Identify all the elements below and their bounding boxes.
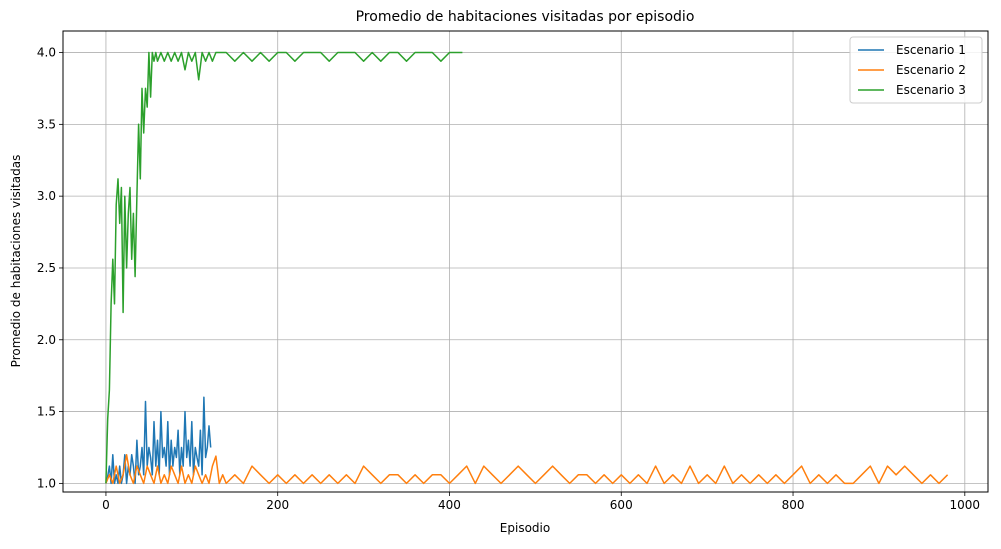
legend-box (849, 36, 983, 104)
x-tick-label: 200 (266, 498, 289, 512)
y-tick-label: 1.5 (37, 405, 56, 419)
legend-label: Escenario 1 (896, 43, 966, 57)
y-tick-label: 1.0 (37, 476, 56, 490)
x-tick-label: 1000 (950, 498, 981, 512)
x-tick-label: 800 (782, 498, 805, 512)
x-axis-title: Episodio (500, 521, 550, 535)
grid-lines (63, 31, 988, 492)
legend: Escenario 1 Escenario 2 Escenario 3 (849, 36, 983, 104)
axis-ticks: 0 200 400 600 800 1000 1.0 1.5 2.0 2.5 3.0 3.5 4.0 (37, 46, 980, 512)
legend-label: Escenario 3 (896, 83, 966, 97)
chart-title: Promedio de habitaciones visitadas por e… (356, 9, 695, 25)
x-tick-label: 400 (438, 498, 461, 512)
y-tick-label: 2.0 (37, 333, 56, 347)
legend-label: Escenario 2 (896, 63, 966, 77)
y-tick-label: 3.5 (37, 117, 56, 131)
x-tick-label: 0 (102, 498, 110, 512)
series-line-3 (105, 51, 463, 484)
y-axis-title: Promedio de habitaciones visitadas (9, 155, 23, 368)
series-lines (105, 51, 949, 485)
x-tick-label: 600 (610, 498, 633, 512)
y-tick-label: 3.0 (37, 189, 56, 203)
series-line-2 (105, 453, 949, 485)
plot-frame (62, 30, 989, 493)
y-tick-label: 4.0 (37, 46, 56, 60)
y-tick-label: 2.5 (37, 261, 56, 275)
